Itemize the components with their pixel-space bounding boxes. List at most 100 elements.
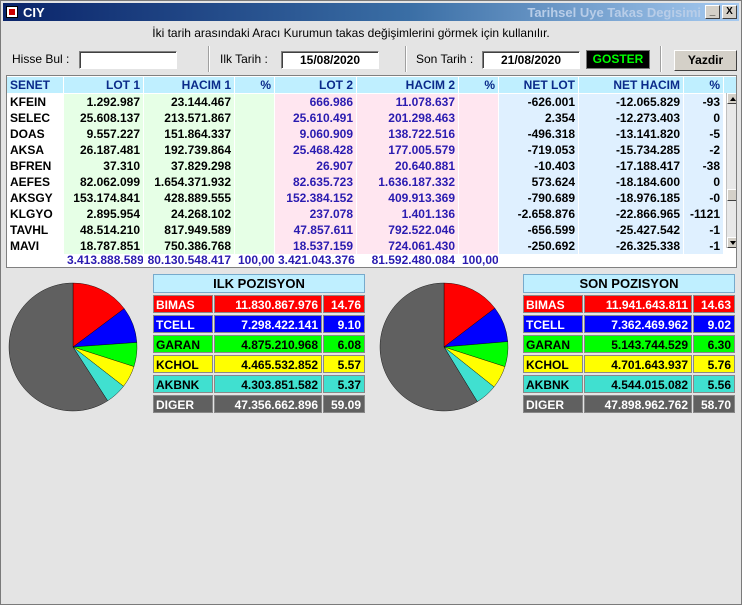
table-row[interactable]: BFREN 37.310 37.829.298 26.907 20.640.881 -10… [7, 158, 736, 174]
ilk-tarih-input[interactable]: 15/08/2020 [281, 51, 379, 69]
minimize-button[interactable]: _ [705, 5, 720, 19]
close-button[interactable]: X [722, 5, 737, 19]
position-value: 5.143.744.529 [584, 335, 692, 353]
table-vertical-scrollbar[interactable] [726, 93, 736, 248]
cell-net-hacim: -12.273.403 [579, 110, 684, 126]
position-name: BIMAS [153, 295, 213, 313]
col-header-lot1[interactable]: LOT 1 [64, 77, 144, 93]
cell-senet: KFEIN [7, 94, 64, 110]
hisse-bul-input[interactable] [79, 51, 177, 69]
cell-hacim2: 409.913.369 [357, 190, 459, 206]
cell-hacim2: 11.078.637 [357, 94, 459, 110]
cell-hacim2: 1.636.187.332 [357, 174, 459, 190]
position-value: 4.544.015.082 [584, 375, 692, 393]
position-name: AKBNK [523, 375, 583, 393]
cell-hacim1: 24.268.102 [144, 206, 235, 222]
position-pct: 5.76 [693, 355, 735, 373]
position-row: GARAN 5.143.744.529 6.30 [523, 335, 735, 353]
cell-pct2 [459, 126, 499, 142]
col-header-pct2[interactable]: % [459, 77, 499, 93]
pie-slice-bimas [72, 282, 125, 348]
table-row[interactable]: AEFES 82.062.099 1.654.371.932 82.635.723 1.… [7, 174, 736, 190]
son-tarih-label: Son Tarih : [416, 52, 474, 66]
position-row: KCHOL 4.701.643.937 5.76 [523, 355, 735, 373]
son-pozisyon-title: SON POZISYON [523, 274, 735, 293]
position-name: DIGER [153, 395, 213, 413]
cell-net-pct: -1 [684, 238, 724, 254]
cell-net-lot: -656.599 [499, 222, 579, 238]
table-row[interactable]: MAVI 18.787.851 750.386.768 18.537.159 724.0… [7, 238, 736, 254]
position-pct: 5.57 [323, 355, 365, 373]
cell-pct1 [235, 142, 275, 158]
position-pct: 6.30 [693, 335, 735, 353]
table-row[interactable]: SELEC 25.608.137 213.571.867 25.610.491 201.… [7, 110, 736, 126]
table-row[interactable]: KLGYO 2.895.954 24.268.102 237.078 1.401.136… [7, 206, 736, 222]
cell-hacim2: 1.401.136 [357, 206, 459, 222]
col-header-hacim2[interactable]: HACIM 2 [357, 77, 459, 93]
cell-lot2: 25.610.491 [275, 110, 357, 126]
cell-pct1 [235, 174, 275, 190]
table-row[interactable]: TAVHL 48.514.210 817.949.589 47.857.611 792.… [7, 222, 736, 238]
yazdir-button[interactable]: Yazdir [674, 50, 737, 71]
takas-table[interactable]: SENET LOT 1 HACIM 1 % LOT 2 HACIM 2 % NE… [6, 75, 737, 268]
total-lot2: 3.421.043.376 [275, 252, 357, 267]
position-name: GARAN [153, 335, 213, 353]
table-totals-row: 3.413.888.589 80.130.548.417 100,00 3.421.0… [7, 252, 736, 267]
cell-lot1: 153.174.841 [64, 190, 144, 206]
cell-senet: KLGYO [7, 206, 64, 222]
position-name: KCHOL [523, 355, 583, 373]
col-header-net-pct[interactable]: % [684, 77, 724, 93]
cell-net-lot: -250.692 [499, 238, 579, 254]
col-header-senet[interactable]: SENET [7, 77, 64, 93]
position-row: GARAN 4.875.210.968 6.08 [153, 335, 365, 353]
cell-net-hacim: -18.184.600 [579, 174, 684, 190]
position-row: AKBNK 4.544.015.082 5.56 [523, 375, 735, 393]
cell-pct2 [459, 222, 499, 238]
ilk-pozisyon-rows: BIMAS 11.830.867.976 14.76 TCELL 7.298.422.1… [153, 295, 365, 413]
cell-lot2: 18.537.159 [275, 238, 357, 254]
ilk-tarih-label: Ilk Tarih : [220, 52, 268, 66]
table-row[interactable]: AKSA 26.187.481 192.739.864 25.468.428 177.0… [7, 142, 736, 158]
cell-lot1: 25.608.137 [64, 110, 144, 126]
table-row[interactable]: AKSGY 153.174.841 428.889.555 152.384.152 40… [7, 190, 736, 206]
col-header-lot2[interactable]: LOT 2 [275, 77, 357, 93]
total-pct2: 100,00 [459, 252, 499, 267]
position-value: 47.356.662.896 [214, 395, 322, 413]
scroll-down-button[interactable] [727, 237, 736, 248]
table-row[interactable]: DOAS 9.557.227 151.864.337 9.060.909 138.722… [7, 126, 736, 142]
cell-hacim1: 428.889.555 [144, 190, 235, 206]
goster-button[interactable]: GOSTER [586, 50, 650, 69]
pie-slice-diger [379, 282, 478, 412]
son-tarih-input[interactable]: 21/08/2020 [482, 51, 580, 69]
position-value: 11.830.867.976 [214, 295, 322, 313]
cell-pct2 [459, 238, 499, 254]
position-name: TCELL [523, 315, 583, 333]
cell-senet: MAVI [7, 238, 64, 254]
cell-lot1: 18.787.851 [64, 238, 144, 254]
cell-pct1 [235, 222, 275, 238]
total-hacim2: 81.592.480.084 [357, 252, 459, 267]
col-header-pct1[interactable]: % [235, 77, 275, 93]
position-name: BIMAS [523, 295, 583, 313]
position-row: AKBNK 4.303.851.582 5.37 [153, 375, 365, 393]
col-header-hacim1[interactable]: HACIM 1 [144, 77, 235, 93]
cell-lot1: 37.310 [64, 158, 144, 174]
position-pct: 58.70 [693, 395, 735, 413]
cell-pct1 [235, 126, 275, 142]
cell-lot2: 237.078 [275, 206, 357, 222]
position-name: TCELL [153, 315, 213, 333]
cell-senet: BFREN [7, 158, 64, 174]
table-row[interactable]: KFEIN 1.292.987 23.144.467 666.986 11.078.63… [7, 94, 736, 110]
col-header-net-lot[interactable]: NET LOT [499, 77, 579, 93]
son-pozisyon-table: SON POZISYON BIMAS 11.941.643.811 14.63 TCE… [523, 274, 735, 413]
son-pozisyon-rows: BIMAS 11.941.643.811 14.63 TCELL 7.362.469.9… [523, 295, 735, 413]
ilk-pozisyon-title: ILK POZISYON [153, 274, 365, 293]
total-pct1: 100,00 [235, 252, 275, 267]
col-header-net-hacim[interactable]: NET HACIM [579, 77, 684, 93]
title-bar[interactable]: CIY Tarihsel Uye Takas Degisimi _ X [3, 3, 739, 21]
son-pozisyon-pie-chart [379, 282, 509, 412]
scroll-thumb[interactable] [727, 189, 736, 201]
scroll-up-button[interactable] [727, 93, 736, 104]
cell-lot2: 666.986 [275, 94, 357, 110]
